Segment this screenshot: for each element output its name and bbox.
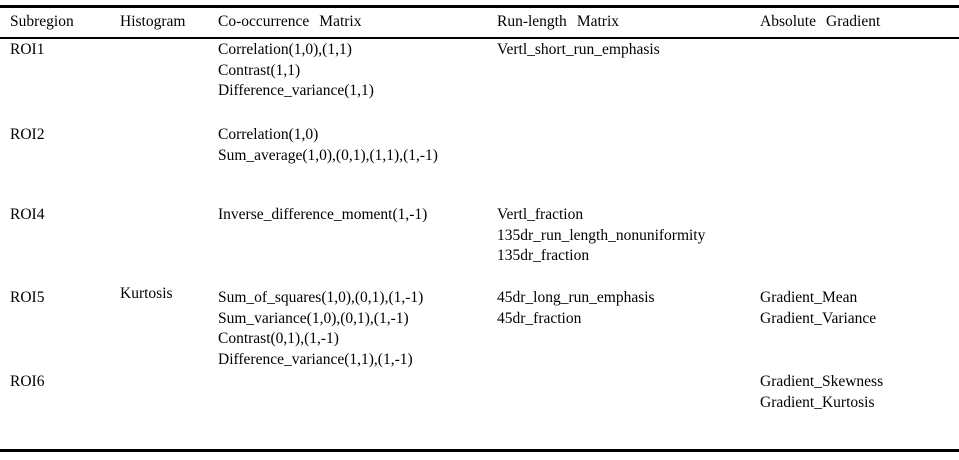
column-header-runlength: Run-length Matrix: [497, 13, 620, 30]
feature-line: 135dr_fraction: [497, 247, 590, 264]
feature-line: Gradient_Variance: [760, 309, 877, 327]
roi-label: ROI6: [10, 373, 45, 390]
feature-line: Contrast(0,1),(1,-1): [218, 330, 339, 347]
feature-line: Vertl_fraction: [497, 206, 584, 223]
cell-cooccurrence: Sum_of_squares(1,0),(0,1),(1,-1) Sum_vari…: [218, 288, 497, 370]
table-top-rule: [0, 5, 959, 8]
table-row: ROI5 Kurtosis Sum_of_squares(1,0),(0,1),(1…: [0, 285, 959, 372]
table-row: ROI6 Gradient_Skewness Gradient_Kurtosis: [0, 372, 959, 449]
table-row: ROI2 Correlation(1,0) Sum_average(1,0),(0,…: [0, 125, 959, 205]
feature-line: Contrast(1,1): [218, 61, 301, 79]
cell-subregion: ROI2: [10, 125, 120, 146]
cell-runlength: 45dr_long_run_emphasis 45dr_fraction: [497, 288, 760, 329]
feature-line: Difference_variance(1,1): [218, 82, 374, 99]
feature-line: Sum_of_squares(1,0),(0,1),(1,-1): [218, 289, 424, 306]
feature-line: Inverse_difference_moment(1,-1): [218, 206, 428, 223]
feature-line: Correlation(1,0),(1,1): [218, 41, 352, 58]
feature-line: Gradient_Mean: [760, 289, 858, 306]
cell-subregion: ROI5: [10, 288, 120, 309]
roi-label: ROI4: [10, 206, 45, 223]
cell-runlength: Vertl_short_run_emphasis: [497, 40, 760, 61]
cell-gradient: Gradient_Skewness Gradient_Kurtosis: [760, 372, 959, 413]
cell-gradient: Gradient_Mean Gradient_Variance: [760, 288, 959, 329]
feature-line: 45dr_fraction: [497, 309, 582, 327]
feature-line: 45dr_long_run_emphasis: [497, 289, 655, 306]
feature-line: Gradient_Kurtosis: [760, 393, 875, 411]
feature-line: Gradient_Skewness: [760, 373, 884, 390]
feature-line: Sum_variance(1,0),(0,1),(1,-1): [218, 309, 409, 327]
table-row: ROI1 Correlation(1,0),(1,1) Contrast(1,1) D…: [0, 40, 959, 125]
roi-label: ROI2: [10, 126, 45, 143]
cell-histogram: Kurtosis: [120, 285, 218, 309]
feature-line: Correlation(1,0): [218, 126, 319, 143]
column-header-gradient: Absolute Gradient: [760, 13, 881, 30]
feature-line: Sum_average(1,0),(0,1),(1,1),(1,-1): [218, 146, 438, 164]
cell-cooccurrence: Correlation(1,0) Sum_average(1,0),(0,1),(…: [218, 125, 497, 166]
table-row: ROI4 Inverse_difference_moment(1,-1) Vertl…: [0, 205, 959, 288]
roi-label: ROI1: [10, 41, 45, 58]
feature-line: Difference_variance(1,1),(1,-1): [218, 350, 413, 368]
table-header-rule: [0, 37, 959, 39]
table-header-row: Subregion Histogram Co-occurrence Matrix…: [0, 12, 959, 33]
roi-label: ROI5: [10, 289, 45, 306]
table-bottom-rule: [0, 449, 959, 452]
column-header-cooccurrence: Co-occurrence Matrix: [218, 13, 362, 30]
cell-subregion: ROI6: [10, 372, 120, 393]
feature-line: Kurtosis: [120, 285, 173, 302]
cell-cooccurrence: Inverse_difference_moment(1,-1): [218, 205, 497, 226]
feature-line: Vertl_short_run_emphasis: [497, 41, 660, 58]
cell-runlength: Vertl_fraction 135dr_run_length_nonunifor…: [497, 205, 760, 267]
cell-cooccurrence: Correlation(1,0),(1,1) Contrast(1,1) Diffe…: [218, 40, 497, 102]
cell-subregion: ROI1: [10, 40, 120, 61]
feature-line: 135dr_run_length_nonuniformity: [497, 226, 706, 244]
column-header-subregion: Subregion: [10, 13, 74, 30]
table-body: ROI1 Correlation(1,0),(1,1) Contrast(1,1) D…: [0, 39, 959, 449]
cell-subregion: ROI4: [10, 205, 120, 226]
column-header-histogram: Histogram: [120, 13, 186, 30]
